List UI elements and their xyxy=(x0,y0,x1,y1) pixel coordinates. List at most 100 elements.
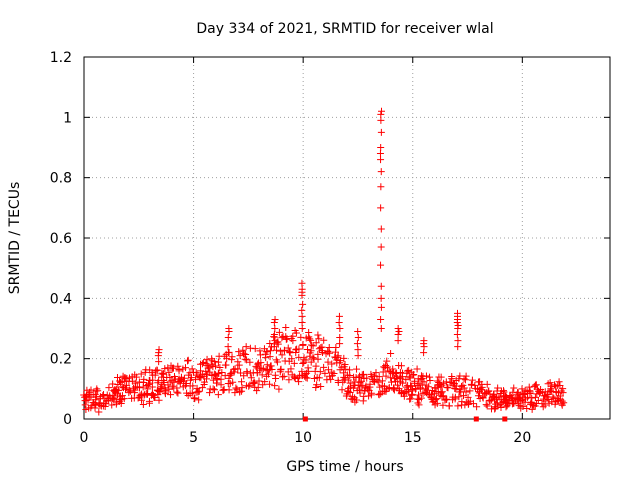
data-point xyxy=(160,379,168,387)
data-point xyxy=(391,370,399,378)
data-point xyxy=(520,391,528,399)
x-axis-label: GPS time / hours xyxy=(286,459,403,475)
data-point xyxy=(471,381,479,389)
y-tick-label: 1.2 xyxy=(50,50,72,66)
data-point xyxy=(267,362,275,370)
grid-lines xyxy=(84,57,610,419)
data-point xyxy=(460,392,468,400)
data-point xyxy=(299,341,307,349)
spike-point xyxy=(377,261,385,269)
spike-point xyxy=(394,337,402,345)
x-tick-label: 15 xyxy=(404,430,422,446)
data-point xyxy=(83,392,91,400)
data-point xyxy=(417,394,425,402)
spike-point xyxy=(377,128,385,136)
spike-point xyxy=(420,349,428,357)
data-point xyxy=(266,380,274,388)
data-point xyxy=(555,396,563,404)
data-point xyxy=(234,358,242,366)
axis-ticks: 0 0.2 0.4 0.6 0.8 1 1.2 0 5 10 15 20 xyxy=(50,50,610,446)
data-point xyxy=(320,336,328,344)
spike-point xyxy=(454,337,462,345)
data-point xyxy=(549,393,557,401)
spike-point xyxy=(377,144,385,151)
data-point xyxy=(326,349,334,357)
data-point xyxy=(266,347,274,355)
data-point xyxy=(214,391,222,399)
data-point xyxy=(211,370,219,378)
data-point xyxy=(258,371,266,379)
spike-point xyxy=(394,331,402,339)
data-point xyxy=(292,349,300,357)
data-point xyxy=(266,353,274,361)
data-point xyxy=(483,380,491,388)
data-point xyxy=(387,378,395,386)
data-point xyxy=(478,383,486,391)
data-point xyxy=(303,374,311,382)
data-point xyxy=(314,331,322,339)
data-point xyxy=(340,354,348,362)
data-point xyxy=(184,357,192,365)
data-point xyxy=(145,397,153,405)
data-point xyxy=(500,388,508,396)
spike-point xyxy=(298,325,306,332)
data-point xyxy=(432,396,440,404)
data-point xyxy=(334,376,342,384)
y-axis-label: SRMTID / TECUs xyxy=(7,182,23,295)
data-point xyxy=(334,352,342,360)
data-point xyxy=(243,368,251,376)
data-point xyxy=(374,378,382,386)
data-point xyxy=(302,356,310,364)
data-point xyxy=(280,346,288,354)
data-point xyxy=(424,383,432,391)
data-point xyxy=(246,358,254,366)
x-tick-label: 10 xyxy=(294,430,312,446)
data-point xyxy=(180,374,188,382)
data-point xyxy=(100,390,108,398)
data-point xyxy=(278,334,286,342)
data-point xyxy=(95,408,103,416)
data-point xyxy=(319,348,327,356)
data-point xyxy=(555,378,563,386)
data-point xyxy=(292,329,300,337)
data-point xyxy=(295,345,303,353)
spike-point xyxy=(377,282,385,290)
data-point xyxy=(525,383,533,391)
data-point xyxy=(140,375,148,383)
spike-point xyxy=(453,318,461,326)
data-point xyxy=(117,378,125,386)
data-point xyxy=(206,389,214,397)
data-point xyxy=(414,399,422,407)
data-point xyxy=(173,388,181,396)
data-point xyxy=(437,383,445,391)
data-point xyxy=(240,372,248,380)
data-point xyxy=(175,365,183,373)
data-point xyxy=(445,402,453,410)
data-point xyxy=(287,365,295,373)
data-point xyxy=(242,343,250,351)
data-point xyxy=(217,381,225,389)
spike-point xyxy=(154,352,162,360)
data-point xyxy=(139,400,147,408)
data-point xyxy=(422,372,430,380)
data-point xyxy=(483,402,491,410)
data-point xyxy=(412,385,420,393)
data-point xyxy=(203,355,211,363)
data-point xyxy=(405,373,413,381)
data-point xyxy=(321,369,329,377)
data-point xyxy=(367,389,375,397)
data-point xyxy=(263,361,271,369)
data-point xyxy=(144,385,152,393)
chart-title: Day 334 of 2021, SRMTID for receiver wla… xyxy=(196,21,493,37)
spike-point xyxy=(335,312,343,320)
data-point xyxy=(312,339,320,347)
data-point xyxy=(363,374,371,382)
data-point xyxy=(356,378,364,386)
data-point xyxy=(285,376,293,384)
spike-point xyxy=(377,168,385,176)
data-point xyxy=(274,340,282,348)
data-point xyxy=(200,380,208,388)
data-point xyxy=(518,385,526,393)
data-point xyxy=(109,380,117,388)
data-point xyxy=(546,379,554,387)
